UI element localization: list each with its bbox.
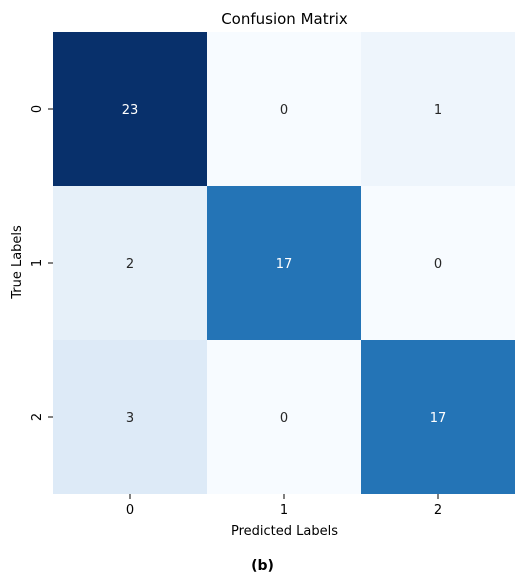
cell-value-0-0: 23 (122, 103, 139, 118)
x-axis-label: Predicted Labels (231, 524, 338, 539)
heatmap-cells (53, 32, 515, 494)
heatmap-cell-labels: 23 0 1 2 17 0 3 0 17 (122, 103, 447, 426)
cell-value-2-2: 17 (430, 411, 447, 426)
x-tick-label-1: 1 (280, 503, 288, 518)
cell-value-1-1: 17 (276, 257, 293, 272)
heatmap-cell-2-1 (207, 340, 361, 494)
heatmap-cell-0-1 (207, 32, 361, 186)
cell-value-2-1: 0 (280, 411, 288, 426)
y-tick-label-0: 0 (30, 105, 45, 113)
y-axis-label: True Labels (10, 225, 25, 300)
cell-value-2-0: 3 (126, 411, 134, 426)
x-tick-label-2: 2 (434, 503, 442, 518)
cell-value-1-2: 0 (434, 257, 442, 272)
heatmap-cell-1-1 (207, 186, 361, 340)
figure-caption: (b) (251, 558, 274, 574)
y-tick-label-1: 1 (30, 259, 45, 267)
heatmap-cell-1-2 (361, 186, 515, 340)
y-axis-ticks: 0 1 2 (30, 105, 53, 421)
x-tick-label-0: 0 (126, 503, 134, 518)
heatmap-cell-2-2 (361, 340, 515, 494)
chart-title: Confusion Matrix (221, 10, 348, 28)
cell-value-1-0: 2 (126, 257, 134, 272)
cell-value-0-1: 0 (280, 103, 288, 118)
cell-value-0-2: 1 (434, 103, 442, 118)
heatmap-cell-0-0 (53, 32, 207, 186)
x-axis-ticks: 0 1 2 (126, 494, 442, 518)
heatmap-cell-2-0 (53, 340, 207, 494)
y-tick-label-2: 2 (30, 413, 45, 421)
heatmap-cell-0-2 (361, 32, 515, 186)
heatmap-cell-1-0 (53, 186, 207, 340)
